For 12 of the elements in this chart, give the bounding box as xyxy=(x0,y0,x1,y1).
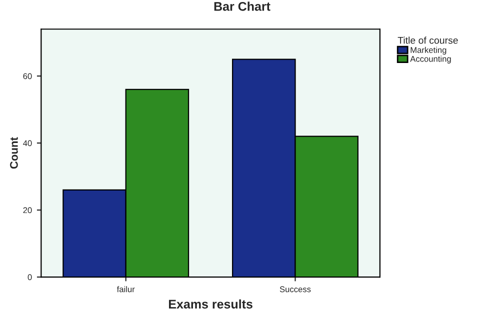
legend-title: Title of course xyxy=(398,36,458,44)
y-tick-label: 20 xyxy=(23,207,32,214)
chart-title: Bar Chart xyxy=(214,2,270,11)
legend-label: Marketing xyxy=(410,46,446,55)
y-axis-title: Count xyxy=(10,137,18,169)
y-tick-label: 40 xyxy=(23,140,32,146)
x-tick-label: Success xyxy=(280,286,311,292)
x-tick-label: failur xyxy=(116,286,135,292)
x-axis-title: Exams results xyxy=(168,299,252,309)
legend-label: Accounting xyxy=(410,56,451,64)
y-tick-label: 60 xyxy=(23,73,32,80)
y-tick-label: 0 xyxy=(28,274,32,280)
